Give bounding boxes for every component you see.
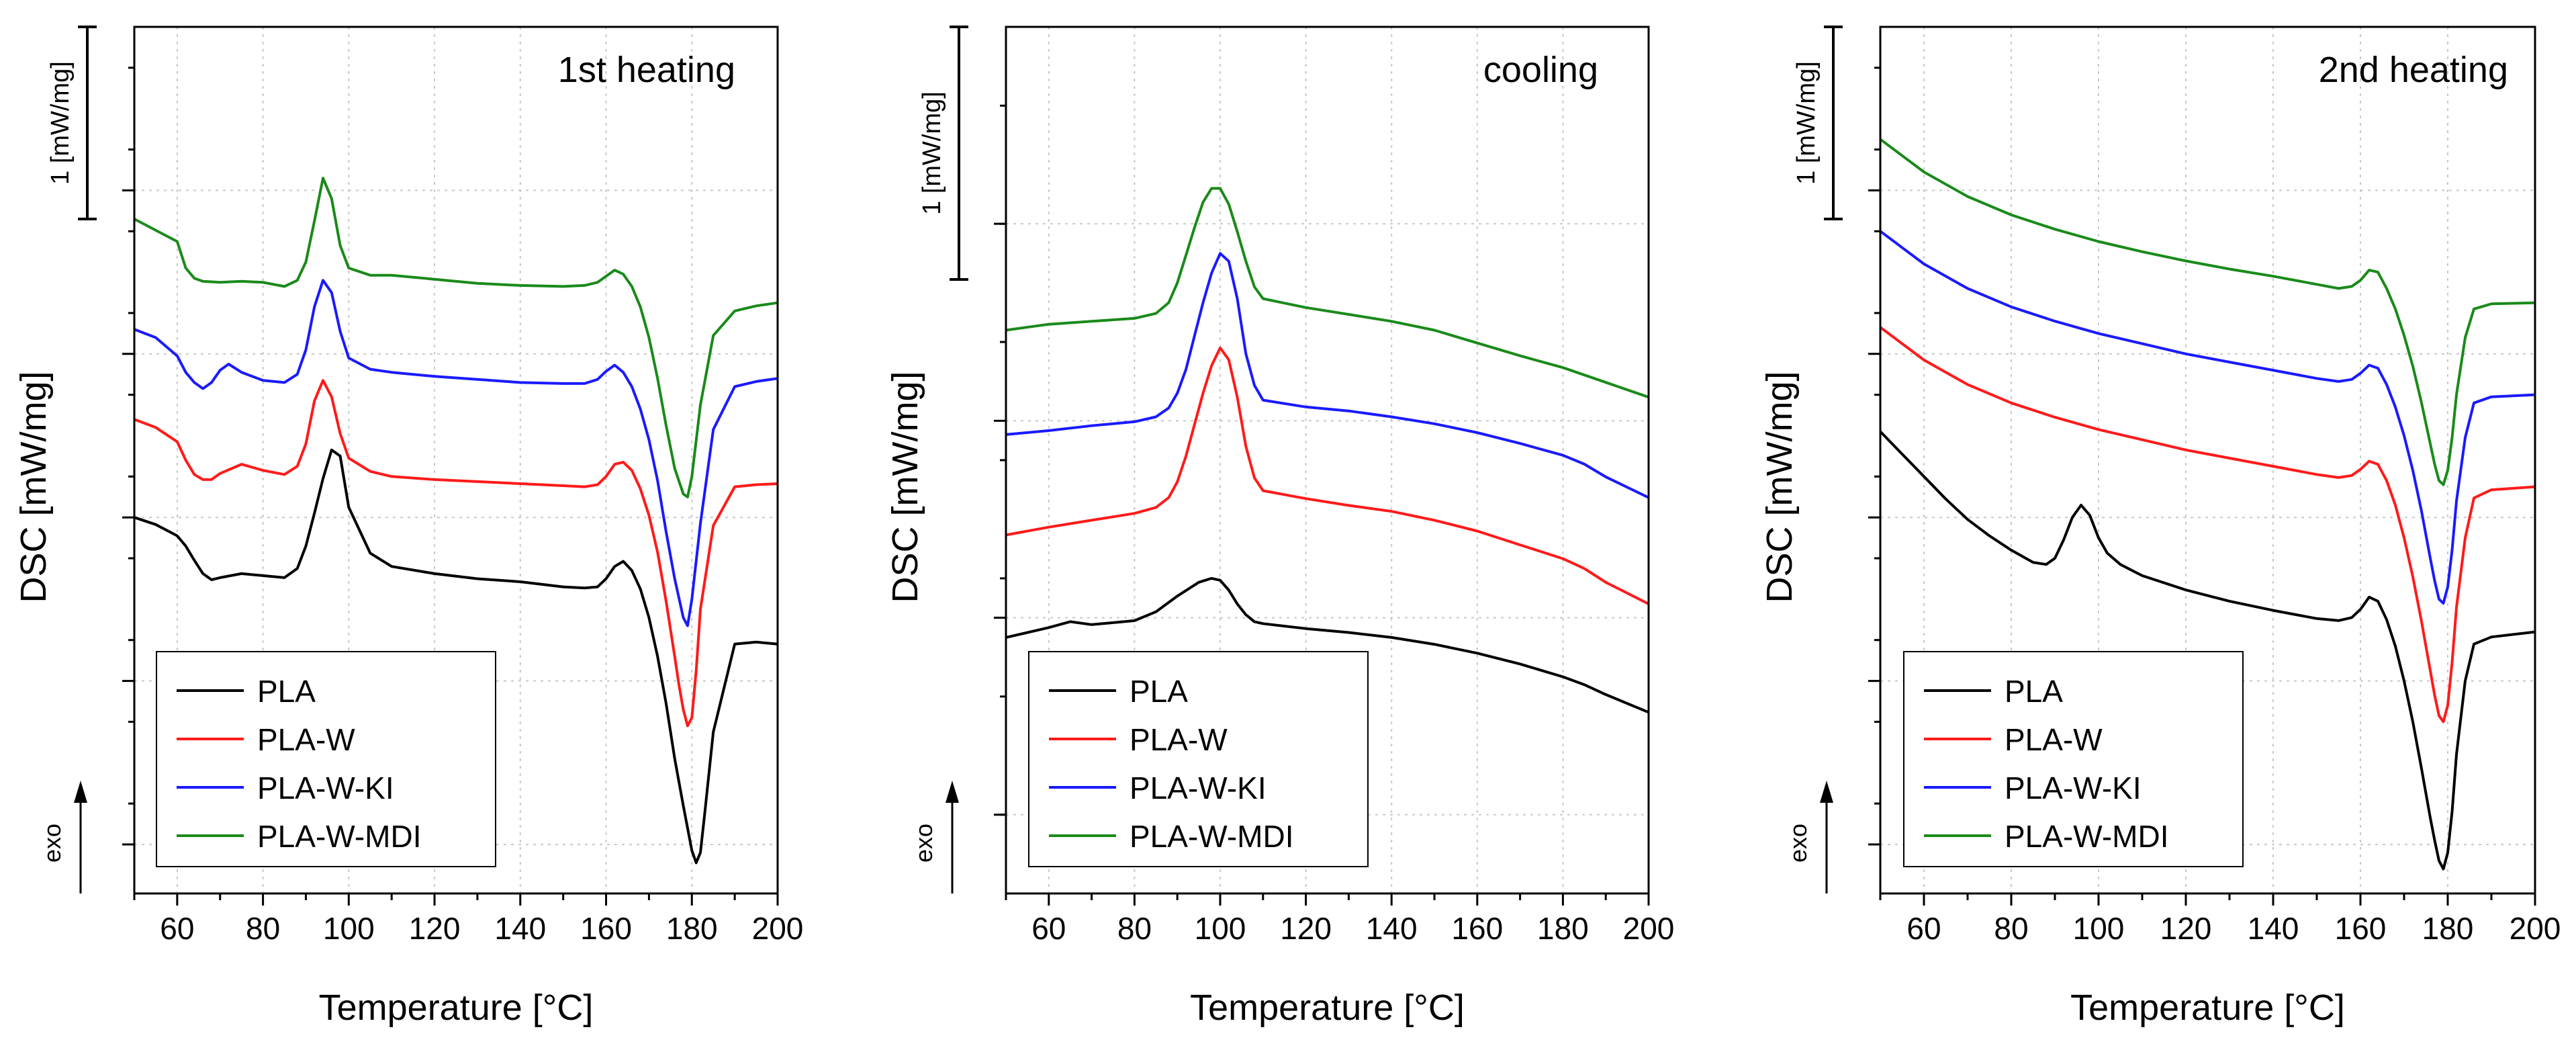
- series-line-pla-w-ki: [1005, 252, 1649, 499]
- legend-label: PLA: [257, 674, 316, 709]
- x-tick-label: 60: [1031, 911, 1066, 946]
- legend-frame: [156, 651, 496, 867]
- y-axis-label: DSC [mW/mg]: [13, 371, 54, 603]
- legend-frame: [1028, 651, 1369, 867]
- chart-panel-3: 60 80 100 120 140 160 180 200 Temperature [°C] DS…: [1759, 26, 2561, 1028]
- legend-label: PLA: [2005, 674, 2063, 709]
- panel-title: 1st heating: [558, 50, 735, 90]
- legend-label: PLA: [1130, 674, 1188, 709]
- x-tick-label: 140: [494, 911, 546, 946]
- legend-label: PLA-W-MDI: [2005, 819, 2169, 854]
- legend-label: PLA-W-MDI: [1130, 819, 1294, 854]
- series-line-pla-w: [1879, 326, 2536, 724]
- x-tick-label: 80: [246, 911, 280, 946]
- exo-arrow-head: [74, 781, 87, 803]
- x-axis-label: Temperature [°C]: [319, 988, 594, 1028]
- exo-label: exo: [38, 824, 66, 863]
- scale-bar-label: 1 [mW/mg]: [1792, 61, 1821, 185]
- legend: PLA PLA-W PLA-W-KI PLA-W-MDI: [1903, 651, 2244, 867]
- x-tick-label: 120: [1280, 911, 1332, 946]
- exo-label: exo: [910, 824, 937, 863]
- series-line-pla: [134, 448, 778, 865]
- panel-title: 2nd heating: [2319, 50, 2508, 90]
- y-axis-label: DSC [mW/mg]: [1759, 371, 1800, 603]
- series-line-pla-w-mdi: [1005, 187, 1649, 399]
- legend-label: PLA-W-KI: [1130, 771, 1267, 805]
- exo-arrow-head: [946, 781, 959, 803]
- series-line-pla-w: [134, 379, 778, 728]
- x-axis-label: Temperature [°C]: [1190, 988, 1465, 1028]
- series-line-pla-w-ki: [134, 279, 778, 627]
- x-tick-label: 200: [752, 911, 804, 946]
- x-tick-label: 120: [2160, 911, 2212, 946]
- x-tick-label: 200: [2510, 911, 2561, 946]
- legend-frame: [1903, 651, 2244, 867]
- legend: PLA PLA-W PLA-W-KI PLA-W-MDI: [156, 651, 496, 867]
- legend-label: PLA-W-KI: [257, 771, 394, 805]
- series-line-pla: [1879, 431, 2536, 871]
- legend-label: PLA-W: [2005, 722, 2103, 757]
- x-tick-label: 60: [160, 911, 194, 946]
- x-tick-label: 100: [323, 911, 375, 946]
- exo-label: exo: [1784, 824, 1812, 863]
- series-line-pla-w-mdi: [134, 177, 778, 498]
- x-tick-label: 100: [2073, 911, 2125, 946]
- x-tick-label: 200: [1623, 911, 1675, 946]
- scale-bar-label: 1 [mW/mg]: [918, 91, 946, 215]
- legend-label: PLA-W: [257, 722, 355, 757]
- legend-label: PLA-W-KI: [2005, 771, 2142, 805]
- x-tick-label: 160: [580, 911, 632, 946]
- y-axis-label: DSC [mW/mg]: [885, 371, 925, 603]
- scale-bar-label: 1 [mW/mg]: [46, 61, 75, 185]
- plot-frame: [133, 26, 779, 895]
- x-tick-label: 140: [1366, 911, 1418, 946]
- exo-arrow-head: [1820, 781, 1833, 803]
- x-tick-label: 80: [1117, 911, 1152, 946]
- chart-panel-1: 60 80 100 120 140 160 180 200 Temperature [°C] DS…: [13, 26, 804, 1028]
- legend-label: PLA-W-MDI: [257, 819, 422, 854]
- series-line-pla-w-ki: [1879, 230, 2536, 605]
- x-tick-label: 100: [1195, 911, 1246, 946]
- x-axis-label: Temperature [°C]: [2070, 988, 2345, 1028]
- x-tick-label: 60: [1906, 911, 1941, 946]
- chart-panel-2: 60 80 100 120 140 160 180 200 Temperature [°C] DS…: [885, 26, 1675, 1028]
- series-line-pla-w: [1005, 346, 1649, 605]
- x-tick-label: 80: [1994, 911, 2028, 946]
- x-tick-label: 180: [1537, 911, 1589, 946]
- series-line-pla: [1005, 576, 1649, 714]
- panel-title: cooling: [1483, 50, 1598, 90]
- series-line-pla-w-mdi: [1879, 138, 2536, 486]
- legend: PLA PLA-W PLA-W-KI PLA-W-MDI: [1028, 651, 1369, 867]
- legend-label: PLA-W: [1130, 722, 1228, 757]
- x-tick-label: 160: [2335, 911, 2387, 946]
- x-tick-label: 140: [2248, 911, 2299, 946]
- x-tick-label: 180: [666, 911, 718, 946]
- x-tick-label: 120: [409, 911, 461, 946]
- x-tick-label: 160: [1451, 911, 1503, 946]
- x-tick-label: 180: [2422, 911, 2474, 946]
- plot-frame: [1879, 26, 2536, 895]
